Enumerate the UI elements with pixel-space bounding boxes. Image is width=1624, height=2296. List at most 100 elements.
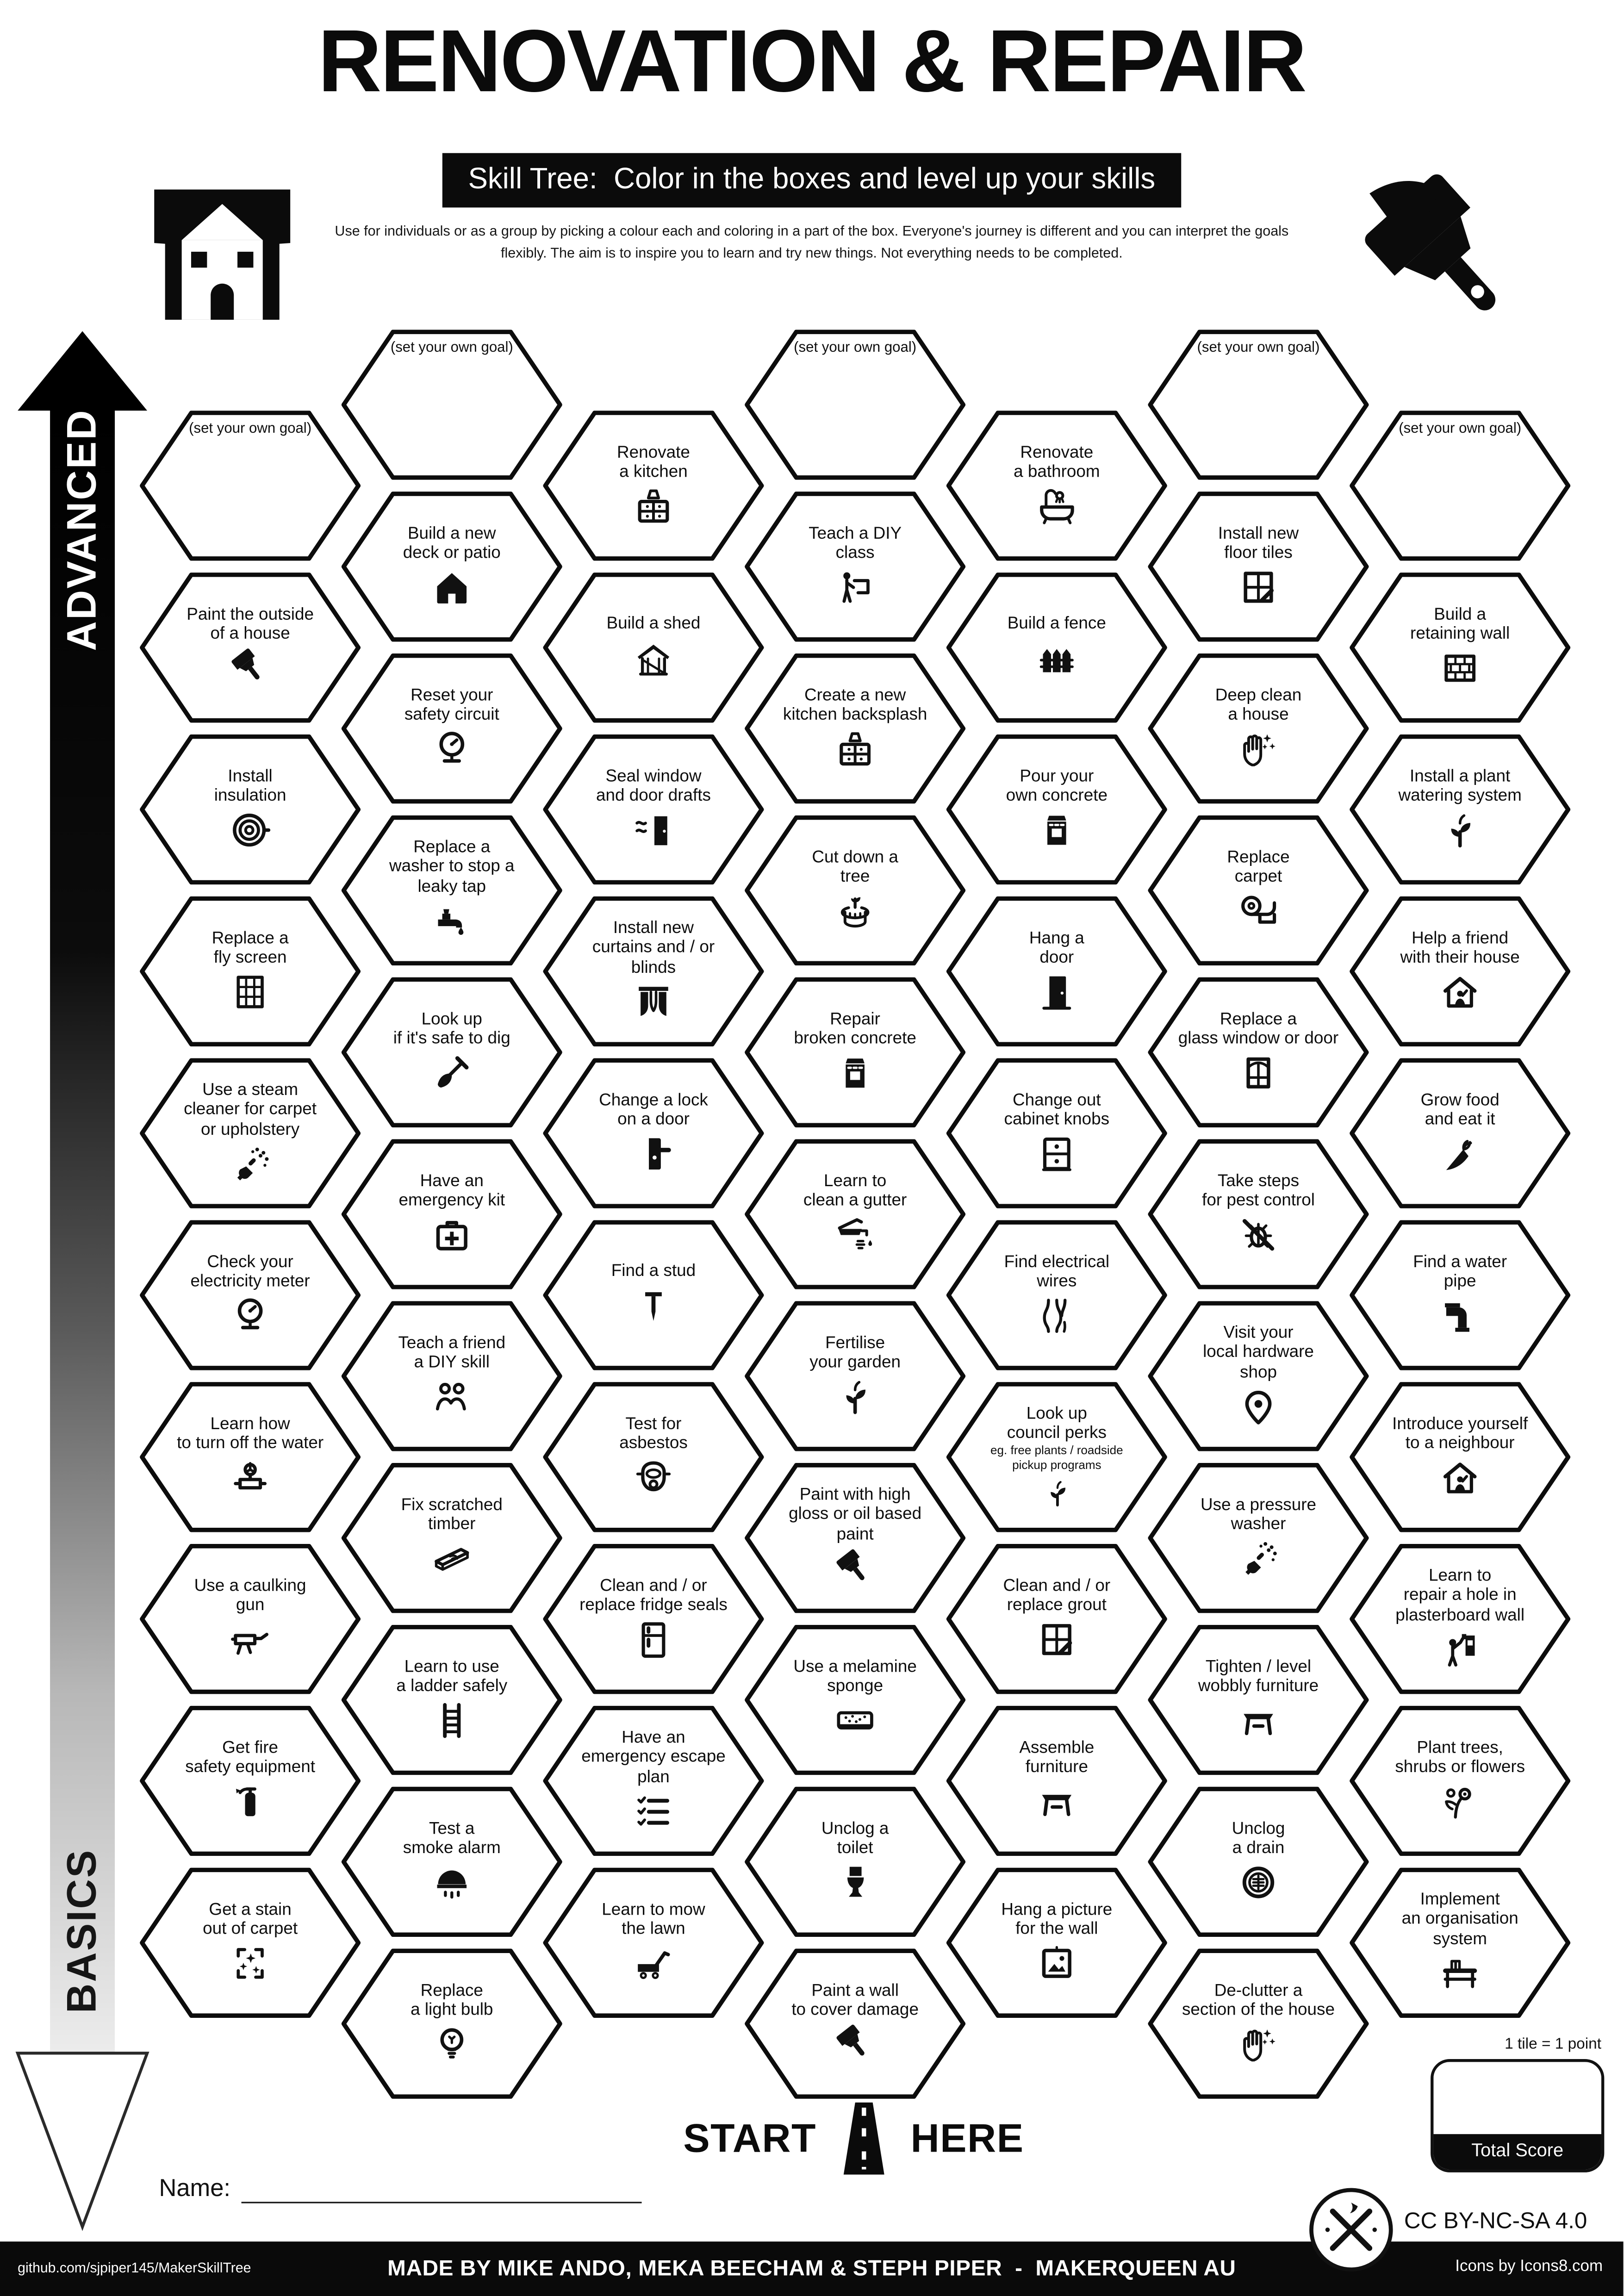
council-plant-icon: [1050, 1481, 1065, 1507]
hex-tile-clean-and-or[interactable]: Clean and / or replace grout: [946, 1543, 1167, 1694]
hex-tile-use-a-melamine[interactable]: Use a melamine sponge: [745, 1624, 966, 1775]
hex-tile-deep-clean[interactable]: Deep clean a house: [1148, 653, 1369, 804]
hex-tile-label: Deep clean a house: [1215, 685, 1302, 724]
hex-tile-unclog-a[interactable]: Unclog a toilet: [745, 1786, 966, 1937]
hex-tile-teach-a-diy[interactable]: Teach a DIY class: [745, 492, 966, 642]
start-label: START: [683, 2116, 817, 2160]
hex-tile-fertilise[interactable]: Fertilise your garden: [745, 1301, 966, 1451]
sponge-icon: [837, 1711, 873, 1730]
hex-tile-build-a-fence[interactable]: Build a fence: [946, 572, 1167, 723]
hex-tile-install-a-plant[interactable]: Install a plant watering system: [1350, 734, 1571, 885]
hex-tile-hang-a-picture[interactable]: Hang a picture for the wall: [946, 1867, 1167, 2018]
hex-tile-repair[interactable]: Repair broken concrete: [745, 977, 966, 1127]
hex-tile-check-your[interactable]: Check your electricity meter: [140, 1220, 361, 1370]
hex-tile-build-a[interactable]: Build a retaining wall: [1350, 572, 1571, 723]
concrete-bag-icon: [1047, 816, 1066, 846]
hex-tile-reset-your[interactable]: Reset your safety circuit: [341, 653, 562, 804]
hex-tile-take-steps[interactable]: Take steps for pest control: [1148, 1139, 1369, 1289]
hex-tile-implement[interactable]: Implement an organisation system: [1350, 1867, 1571, 2018]
hex-tile-create-a-new[interactable]: Create a new kitchen backsplash: [745, 653, 966, 804]
hex-tile-build-a-new[interactable]: Build a new deck or patio: [341, 492, 562, 642]
hexagon-outline: [341, 1624, 562, 1775]
hex-tile-pour-your[interactable]: Pour your own concrete: [946, 734, 1167, 885]
hex-tile-have-an[interactable]: Have an emergency kit: [341, 1139, 562, 1289]
here-label: HERE: [910, 2116, 1024, 2160]
hex-tile-install[interactable]: Install insulation: [140, 734, 361, 885]
hex-tile-unclog[interactable]: Unclog a drain: [1148, 1786, 1369, 1937]
hex-tile-paint-the-outside[interactable]: Paint the outside of a house: [140, 572, 361, 723]
hex-tile-use-a-caulking[interactable]: Use a caulking gun: [140, 1543, 361, 1694]
hex-tile-tighten-level[interactable]: Tighten / level wobbly furniture: [1148, 1624, 1369, 1775]
hex-tile-learn-to[interactable]: Learn to clean a gutter: [745, 1139, 966, 1289]
hex-tile-paint-a-wall[interactable]: Paint a wall to cover damage: [745, 1948, 966, 2099]
hex-tile-introduce-yourself[interactable]: Introduce yourself to a neighbour: [1350, 1382, 1571, 1532]
hexagon-outline: [1148, 653, 1369, 804]
hexagon-outline: [745, 492, 966, 642]
hex-tile-have-an[interactable]: Have an emergency escape plan: [543, 1705, 764, 1856]
hex-tile-label: Find electrical wires: [1004, 1252, 1110, 1291]
hex-tile-change-out[interactable]: Change out cabinet knobs: [946, 1058, 1167, 1208]
hex-tile-find-a-stud[interactable]: Find a stud: [543, 1220, 764, 1370]
hex-tile-hang-a[interactable]: Hang a door: [946, 896, 1167, 1047]
hex-tile-replace[interactable]: Replace a light bulb: [341, 1948, 562, 2099]
hexagon-outline: [1148, 330, 1369, 480]
hex-tile-help-a-friend[interactable]: Help a friend with their house: [1350, 896, 1571, 1047]
footer-credits: MADE BY MIKE ANDO, MEKA BEECHAM & STEPH …: [387, 2256, 1236, 2282]
name-input-line[interactable]: [241, 2180, 641, 2203]
hex-tile-fix-scratched[interactable]: Fix scratched timber: [341, 1463, 562, 1613]
kitchen-cabinet-icon: [638, 490, 669, 523]
hex-tile-use-a-steam[interactable]: Use a steam cleaner for carpet or uphols…: [140, 1058, 361, 1208]
steam-cleaner-icon: [237, 1147, 269, 1180]
hex-tile-set-your-own-goal-c5[interactable]: (set your own goal): [1148, 330, 1369, 480]
hex-tile-get-fire[interactable]: Get fire safety equipment: [140, 1705, 361, 1856]
hexagon-outline: [543, 1058, 764, 1208]
hex-tile-test-for[interactable]: Test for asbestos: [543, 1382, 764, 1532]
hex-tile-renovate[interactable]: Renovate a bathroom: [946, 411, 1167, 561]
hex-tile-set-your-own-goal-c0[interactable]: (set your own goal): [140, 411, 361, 561]
hexagon-outline: [946, 1543, 1167, 1694]
hex-tile-learn-to-use[interactable]: Learn to use a ladder safely: [341, 1624, 562, 1775]
hex-tile-look-up[interactable]: Look up if it's safe to dig: [341, 977, 562, 1127]
hex-tile-learn-to-mow[interactable]: Learn to mow the lawn: [543, 1867, 764, 2018]
hex-tile-set-your-own-goal-c1[interactable]: (set your own goal): [341, 330, 562, 480]
hex-tile-set-your-own-goal-c6[interactable]: (set your own goal): [1350, 411, 1571, 561]
hex-tile-clean-and-or[interactable]: Clean and / or replace fridge seals: [543, 1543, 764, 1694]
hex-tile-replace-a[interactable]: Replace a glass window or door: [1148, 977, 1369, 1127]
hexagon-outline: [341, 492, 562, 642]
hex-tile-seal-window[interactable]: Seal window and door drafts: [543, 734, 764, 885]
hex-tile-find-electrical[interactable]: Find electrical wires: [946, 1220, 1167, 1370]
hex-tile-plant-trees[interactable]: Plant trees, shrubs or flowers: [1350, 1705, 1571, 1856]
hex-tile-find-a-water[interactable]: Find a water pipe: [1350, 1220, 1571, 1370]
paint-brush-icon: [231, 648, 260, 680]
hex-tile-install-new[interactable]: Install new curtains and / or blinds: [543, 896, 764, 1047]
hex-tile-build-a-shed[interactable]: Build a shed: [543, 572, 764, 723]
hex-tile-change-a-lock[interactable]: Change a lock on a door: [543, 1058, 764, 1208]
hex-tile-install-new[interactable]: Install new floor tiles: [1148, 492, 1369, 642]
door-lock-icon: [649, 1139, 671, 1170]
hex-tile-get-a-stain[interactable]: Get a stain out of carpet: [140, 1867, 361, 2018]
hex-tile-set-your-own-goal-c3[interactable]: (set your own goal): [745, 330, 966, 480]
hex-tile-test-a[interactable]: Test a smoke alarm: [341, 1786, 562, 1937]
backsplash-tiles-icon: [840, 732, 871, 766]
hex-tile-cut-down-a[interactable]: Cut down a tree: [745, 815, 966, 966]
hex-tile-learn-to[interactable]: Learn to repair a hole in plasterboard w…: [1350, 1543, 1571, 1694]
hex-tile-visit-your[interactable]: Visit your local hardware shop: [1148, 1301, 1369, 1451]
hex-tile-replace-a[interactable]: Replace a fly screen: [140, 896, 361, 1047]
hex-tile-de-clutter-a[interactable]: De-clutter a section of the house: [1148, 1948, 1369, 2099]
hex-tile-replace[interactable]: Replace carpet: [1148, 815, 1369, 966]
hex-tile-grow-food[interactable]: Grow food and eat it: [1350, 1058, 1571, 1208]
hex-tile-renovate[interactable]: Renovate a kitchen: [543, 411, 764, 561]
hex-tile-teach-a-friend[interactable]: Teach a friend a DIY skill: [341, 1301, 562, 1451]
hex-tile-look-up[interactable]: Look up council perks eg. free plants / r…: [946, 1382, 1167, 1532]
respirator-mask-icon: [636, 1462, 671, 1492]
hex-tile-assemble[interactable]: Assemble furniture: [946, 1705, 1167, 1856]
hexagon-outline: [946, 572, 1167, 723]
hex-tile-replace-a[interactable]: Replace a washer to stop a leaky tap: [341, 815, 562, 966]
tile-point-note: 1 tile = 1 point: [1505, 2035, 1601, 2053]
score-write-in-area[interactable]: [1433, 2062, 1601, 2134]
hex-tile-paint-with-high[interactable]: Paint with high gloss or oil based paint: [745, 1463, 966, 1613]
hex-tile-use-a-pressure[interactable]: Use a pressure washer: [1148, 1463, 1369, 1613]
hexagon-outline: [745, 1624, 966, 1775]
hex-tile-label: Build a retaining wall: [1410, 604, 1510, 643]
hex-tile-learn-how[interactable]: Learn how to turn off the water: [140, 1382, 361, 1532]
